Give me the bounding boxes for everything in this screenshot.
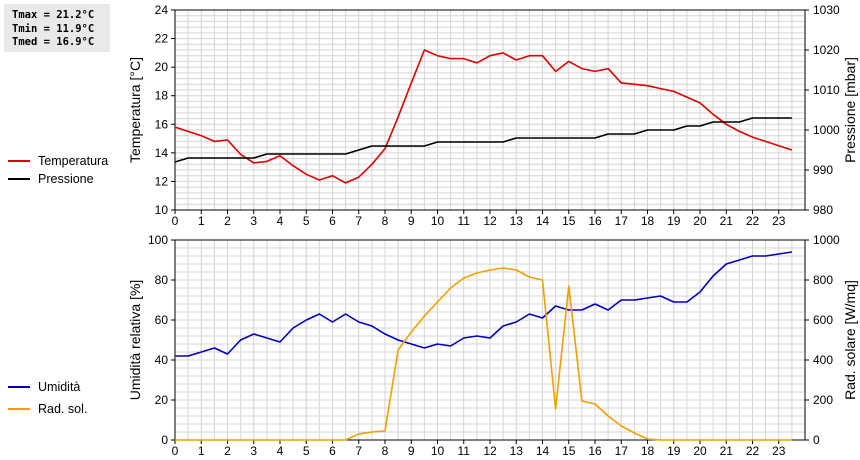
- chart1-x-tick-label: 4: [277, 214, 284, 228]
- chart1-x-tick-label: 20: [693, 214, 707, 228]
- chart1-x-tick-label: 18: [641, 214, 655, 228]
- rad-sol-line: [175, 267, 792, 441]
- chart1-x-tick-label: 3: [250, 214, 257, 228]
- tmed-label: Tmed = 16.9°C: [12, 36, 95, 48]
- chart1-x-tick-label: 8: [382, 214, 389, 228]
- chart1-y-axis-title: Temperatura [°C]: [127, 57, 143, 163]
- chart1-x-tick-label: 16: [588, 214, 602, 228]
- rad-sol-legend-label: Rad. sol.: [38, 402, 87, 416]
- chart2-x-tick-label: 21: [720, 444, 734, 458]
- chart2-x-tick-label: 11: [458, 444, 471, 458]
- chart2-x-tick-label: 17: [615, 444, 629, 458]
- chart2-x-tick-label: 22: [746, 444, 760, 458]
- chart2-y-tick-label: 60: [155, 313, 169, 327]
- chart1-x-tick-label: 14: [536, 214, 550, 228]
- chart2-y2-tick-label: 800: [813, 273, 833, 287]
- chart1-y-tick-label: 12: [155, 174, 169, 188]
- chart2-x-tick-label: 15: [562, 444, 576, 458]
- chart2-x-tick-label: 10: [431, 444, 445, 458]
- chart2-x-tick-label: 23: [772, 444, 786, 458]
- chart1-y2-tick-label: 1030: [813, 3, 840, 17]
- chart2-x-tick-label: 19: [667, 444, 681, 458]
- chart1-y-tick-label: 20: [155, 60, 169, 74]
- chart2-x-tick-label: 2: [224, 444, 231, 458]
- pressione-line: [174, 117, 792, 163]
- chart1-x-tick-label: 19: [667, 214, 681, 228]
- chart2-x-tick-label: 7: [355, 444, 362, 458]
- chart1-y-tick-label: 16: [155, 117, 169, 131]
- chart1-x-tick-label: 2: [224, 214, 231, 228]
- chart2-y-tick-label: 20: [155, 393, 169, 407]
- chart1-x-tick-label: 0: [172, 214, 179, 228]
- chart2-y-axis-title: Umidità relativa [%]: [127, 280, 143, 401]
- chart2-x-tick-label: 4: [277, 444, 284, 458]
- chart1-x-tick-label: 15: [562, 214, 576, 228]
- chart1-x-tick-label: 5: [303, 214, 310, 228]
- chart2-y2-tick-label: 400: [813, 353, 833, 367]
- umidit-line: [175, 251, 793, 357]
- chart2-x-tick-label: 12: [483, 444, 497, 458]
- chart1-y2-tick-label: 990: [813, 163, 833, 177]
- temperatura-legend-label: Temperatura: [38, 154, 108, 168]
- chart1-x-tick-label: 21: [720, 214, 734, 228]
- chart2-x-tick-label: 8: [382, 444, 389, 458]
- chart2-x-tick-label: 3: [250, 444, 257, 458]
- chart2-x-tick-label: 13: [510, 444, 524, 458]
- pressione-legend-label: Pressione: [38, 172, 94, 186]
- chart1-x-tick-label: 11: [458, 214, 471, 228]
- chart1-y2-axis-title: Pressione [mbar]: [842, 57, 858, 163]
- chart2-y2-tick-label: 600: [813, 313, 833, 327]
- chart1-x-tick-label: 13: [510, 214, 524, 228]
- chart2-x-tick-label: 16: [588, 444, 602, 458]
- chart1-y2-tick-label: 1000: [813, 123, 840, 137]
- chart2-y-tick-label: 80: [155, 273, 169, 287]
- chart2-x-tick-label: 5: [303, 444, 310, 458]
- tmax-label: Tmax = 21.2°C: [12, 9, 95, 21]
- chart1-x-tick-label: 10: [431, 214, 445, 228]
- chart2-x-tick-label: 9: [408, 444, 415, 458]
- chart2-x-tick-label: 1: [198, 444, 205, 458]
- chart1-y-tick-label: 14: [155, 146, 169, 160]
- stats-box: Tmax = 21.2°C Tmin = 11.9°C Tmed = 16.9°C: [4, 4, 110, 52]
- chart1-y-tick-label: 10: [155, 203, 169, 217]
- chart1-x-tick-label: 7: [355, 214, 362, 228]
- chart2-y2-axis-title: Rad. solare [W/mq]: [842, 280, 858, 400]
- chart1-y2-tick-label: 1010: [813, 83, 840, 97]
- chart1-y-tick-label: 18: [155, 89, 169, 103]
- chart1-x-tick-label: 17: [615, 214, 629, 228]
- chart2-y2-tick-label: 200: [813, 393, 833, 407]
- umidit-legend-label: Umidità: [38, 380, 80, 394]
- chart1-x-tick-label: 22: [746, 214, 760, 228]
- chart1-y2-tick-label: 980: [813, 203, 833, 217]
- chart1-y-tick-label: 24: [155, 3, 169, 17]
- chart1-x-tick-label: 12: [483, 214, 497, 228]
- chart2-x-tick-label: 14: [536, 444, 550, 458]
- chart2-y2-tick-label: 1000: [813, 233, 840, 247]
- chart2-y-tick-label: 100: [148, 233, 168, 247]
- chart1-x-tick-label: 6: [329, 214, 336, 228]
- chart2-x-tick-label: 18: [641, 444, 655, 458]
- temperatura-line: [174, 49, 793, 184]
- chart2-x-tick-label: 20: [693, 444, 707, 458]
- chart1-y-tick-label: 22: [155, 32, 169, 46]
- chart1-x-tick-label: 23: [772, 214, 786, 228]
- chart2-x-tick-label: 0: [172, 444, 179, 458]
- chart1-x-tick-label: 9: [408, 214, 415, 228]
- chart2-x-tick-label: 6: [329, 444, 336, 458]
- chart2-y-tick-label: 40: [155, 353, 169, 367]
- chart2-y2-tick-label: 0: [813, 433, 820, 447]
- chart2-y-tick-label: 0: [161, 433, 168, 447]
- chart1-y2-tick-label: 1020: [813, 43, 840, 57]
- chart1-x-tick-label: 1: [198, 214, 205, 228]
- tmin-label: Tmin = 11.9°C: [12, 22, 95, 35]
